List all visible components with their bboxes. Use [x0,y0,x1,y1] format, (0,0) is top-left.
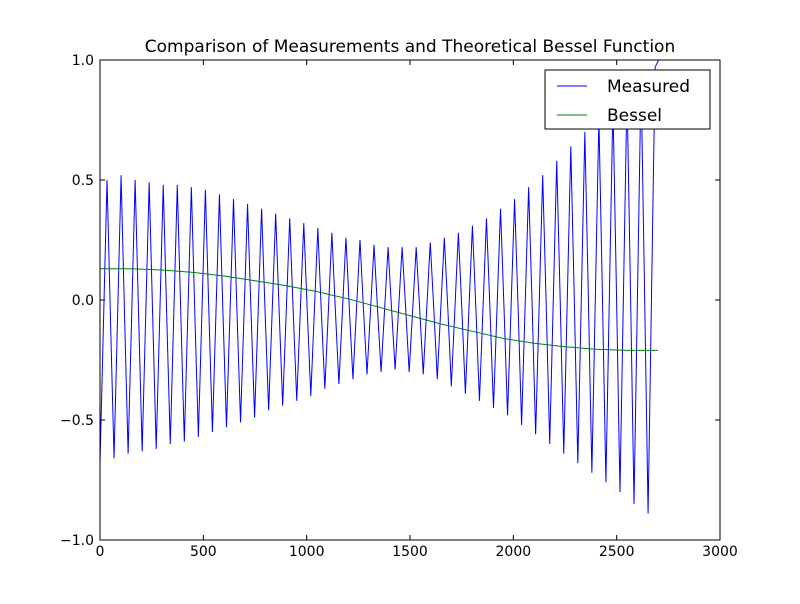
x-tick-label: 1500 [392,544,428,560]
legend-box [544,69,711,130]
chart-title: Comparison of Measurements and Theoretic… [145,37,675,57]
legend-label: Bessel [607,106,662,126]
y-tick-label: −1.0 [60,533,94,549]
x-tick-label: 1000 [289,544,325,560]
x-tick-label: 0 [96,544,105,560]
x-tick-label: 500 [190,544,217,560]
x-tick-label: 3000 [702,544,738,560]
y-tick-label: 0.5 [72,173,94,189]
y-tick-label: −0.5 [60,413,94,429]
y-tick-label: 0.0 [72,293,94,309]
series-line [100,268,658,351]
legend-label: Measured [607,77,690,97]
x-tick-label: 2000 [496,544,532,560]
plot-frame [99,59,721,541]
y-tick-label: 1.0 [72,53,94,69]
series-line [100,60,660,514]
x-tick-label: 2500 [599,544,635,560]
